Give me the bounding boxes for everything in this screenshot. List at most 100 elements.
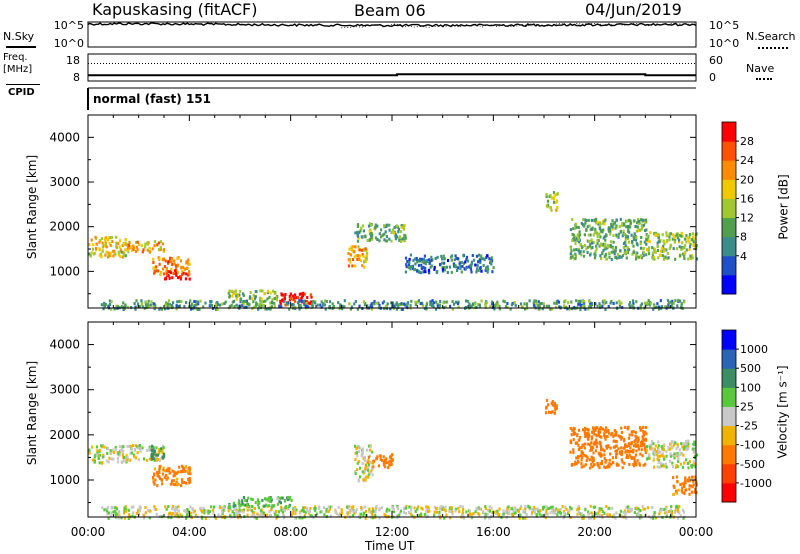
velocity-heatmap-cell xyxy=(445,513,448,517)
velocity-heatmap-cell xyxy=(281,514,284,518)
power-heatmap-cell xyxy=(621,234,624,238)
power-colorbar-swatch xyxy=(722,255,736,276)
power-heatmap-cell xyxy=(645,301,648,305)
power-heatmap-cell xyxy=(219,303,222,307)
velocity-heatmap-cell xyxy=(474,510,477,514)
velocity-heatmap-cell xyxy=(132,453,135,457)
power-heatmap-cell xyxy=(171,263,174,266)
power-heatmap-cell xyxy=(272,289,275,293)
power-heatmap-cell xyxy=(197,300,200,304)
power-heatmap-cell xyxy=(181,273,184,277)
power-heatmap-cell xyxy=(627,227,630,231)
velocity-heatmap-cell xyxy=(600,445,603,449)
power-heatmap-cell xyxy=(545,204,548,208)
velocity-heatmap-cell xyxy=(688,460,691,464)
power-heatmap-cell xyxy=(593,256,597,260)
power-heatmap-cell xyxy=(300,305,303,309)
velocity-heatmap-cell xyxy=(597,464,600,468)
power-heatmap-cell xyxy=(494,304,497,308)
velocity-heatmap-cell xyxy=(128,513,131,517)
power-heatmap-cell xyxy=(242,302,245,306)
power-heatmap-cell xyxy=(558,305,561,309)
power-heatmap-cell xyxy=(619,230,622,234)
power-heatmap-cell xyxy=(103,244,107,248)
power-heatmap-cell xyxy=(343,299,346,303)
power-heatmap-cell xyxy=(506,302,509,305)
power-heatmap-cell xyxy=(425,302,428,306)
power-heatmap-cell xyxy=(291,294,294,298)
nave-tick-bottom: 0 xyxy=(709,71,716,84)
power-heatmap-cell xyxy=(665,231,668,235)
power-heatmap-cell xyxy=(395,307,398,311)
velocity-heatmap-cell xyxy=(112,448,115,452)
power-heatmap-cell xyxy=(397,230,400,234)
velocity-heatmap-cell xyxy=(570,433,573,437)
power-heatmap-cell xyxy=(353,250,356,254)
power-heatmap-cell xyxy=(674,234,677,238)
velocity-heatmap-cell xyxy=(584,454,588,458)
velocity-heatmap-cell xyxy=(662,455,665,459)
velocity-heatmap-cell xyxy=(408,511,411,514)
velocity-heatmap-cell xyxy=(623,461,626,465)
power-heatmap-cell xyxy=(491,270,494,274)
velocity-heatmap-cell xyxy=(531,511,534,515)
velocity-heatmap-cell xyxy=(315,512,319,516)
velocity-heatmap-cell xyxy=(382,463,386,467)
power-heatmap-cell xyxy=(104,242,107,246)
power-heatmap-cell xyxy=(197,302,200,306)
power-colorbar-swatch xyxy=(722,160,736,180)
velocity-heatmap-cell xyxy=(591,465,594,469)
power-heatmap-cell xyxy=(266,297,269,301)
power-heatmap-cell xyxy=(402,225,405,229)
power-heatmap-cell xyxy=(533,299,536,303)
power-heatmap-cell xyxy=(124,243,127,247)
velocity-heatmap-cell xyxy=(442,507,445,511)
power-heatmap-cell xyxy=(110,300,113,304)
power-heatmap-cell xyxy=(654,251,657,254)
velocity-heatmap-cell xyxy=(625,516,628,520)
power-panel-frame-ytick-label: 1000 xyxy=(49,264,80,278)
power-heatmap-cell xyxy=(599,243,602,247)
velocity-heatmap-cell xyxy=(91,445,94,449)
velocity-heatmap-cell xyxy=(669,459,672,463)
velocity-heatmap-cell xyxy=(117,460,120,464)
power-heatmap-cell xyxy=(472,258,476,262)
power-heatmap-cell xyxy=(635,229,639,233)
velocity-heatmap-cell xyxy=(310,514,313,518)
velocity-heatmap-cell xyxy=(124,505,127,509)
power-heatmap-cell xyxy=(109,236,112,240)
power-heatmap-cell xyxy=(609,230,612,234)
power-heatmap-cell xyxy=(570,255,573,259)
power-heatmap-cell xyxy=(405,265,408,269)
velocity-heatmap-cell xyxy=(149,447,152,451)
velocity-heatmap-cell xyxy=(211,508,215,512)
velocity-heatmap-cell xyxy=(250,497,253,501)
velocity-heatmap-cell xyxy=(637,512,640,515)
velocity-heatmap-cell xyxy=(657,447,660,451)
power-heatmap-region-4 xyxy=(227,289,279,302)
station-title: Kapuskasing (fitACF) xyxy=(92,0,258,19)
x-tick-label: 20:00 xyxy=(577,525,612,539)
power-heatmap-cell xyxy=(122,241,125,245)
velocity-heatmap-cell xyxy=(276,502,280,506)
velocity-heatmap-cell xyxy=(592,426,595,430)
velocity-heatmap-cell xyxy=(404,506,407,510)
velocity-heatmap-cell xyxy=(391,505,394,509)
power-colorbar-tick-label: 24 xyxy=(740,154,754,167)
power-heatmap-cell xyxy=(367,224,371,228)
power-heatmap-cell xyxy=(688,248,691,252)
power-heatmap-cell xyxy=(474,263,477,267)
velocity-heatmap-cell xyxy=(472,512,475,516)
velocity-heatmap-cell xyxy=(325,507,328,511)
power-heatmap-cell xyxy=(490,256,493,260)
velocity-heatmap-cell xyxy=(137,444,140,448)
power-heatmap-cell xyxy=(596,220,599,224)
power-heatmap-cell xyxy=(671,299,674,303)
velocity-heatmap-cell xyxy=(371,450,374,454)
power-heatmap-cell xyxy=(584,243,587,247)
velocity-heatmap-cell xyxy=(587,428,590,432)
velocity-heatmap-cell xyxy=(667,445,670,449)
velocity-heatmap-cell xyxy=(482,510,485,514)
velocity-heatmap-cell xyxy=(437,514,440,518)
power-heatmap-cell xyxy=(166,305,169,308)
